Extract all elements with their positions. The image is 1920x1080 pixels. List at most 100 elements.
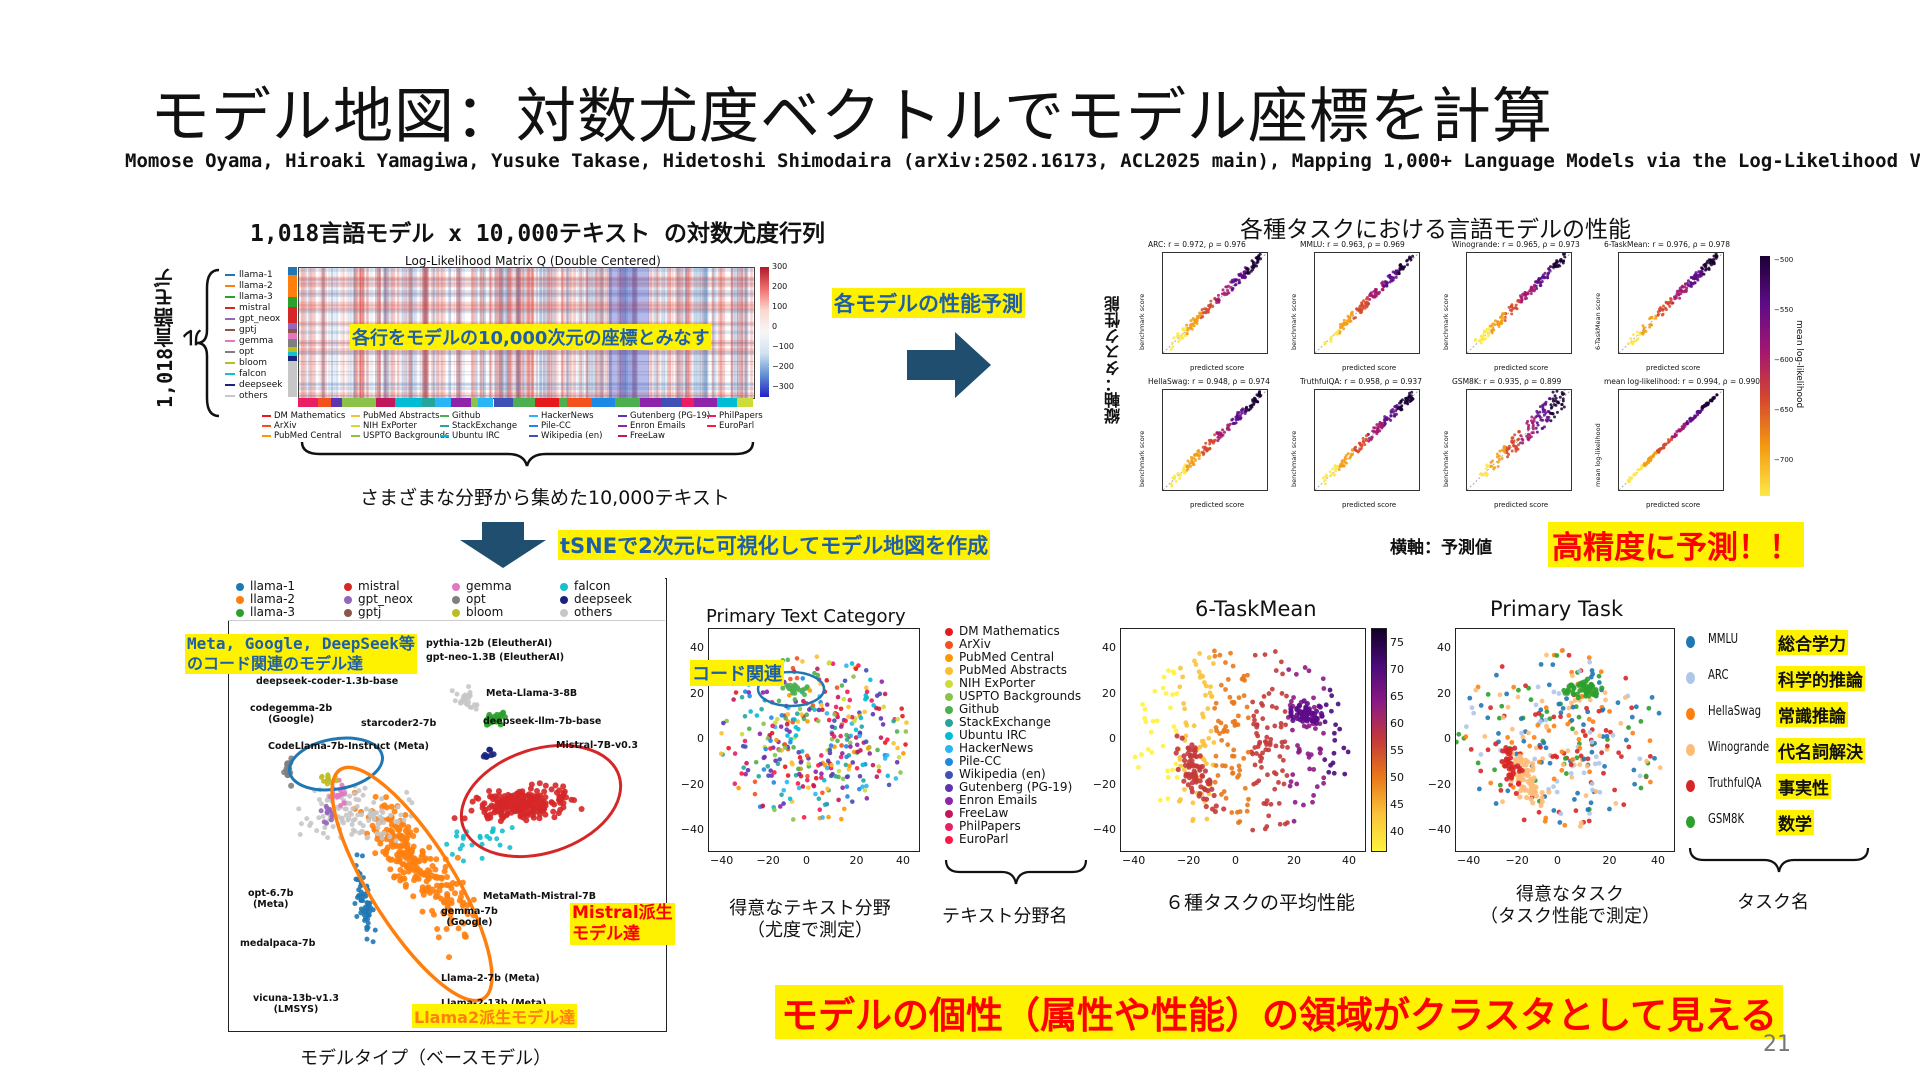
map-point <box>497 721 504 728</box>
map-point <box>402 883 409 890</box>
perf-point <box>1329 340 1333 344</box>
perf-point <box>1380 426 1384 430</box>
legend-swatch <box>225 284 235 287</box>
map-point <box>1596 708 1602 714</box>
primary-task-plot <box>1456 647 1663 829</box>
perf-panel-axes <box>1162 252 1268 354</box>
perf-point <box>1177 340 1181 344</box>
perf-point <box>1171 476 1175 480</box>
map-point <box>1272 786 1278 792</box>
perf-point <box>1410 397 1414 401</box>
perf-panel-ylabel: benchmark score <box>1138 430 1146 487</box>
perf-point <box>1495 455 1499 459</box>
map-point <box>766 773 771 778</box>
map-point <box>536 811 543 818</box>
perf-point <box>1213 433 1217 437</box>
perf-point <box>1230 288 1234 292</box>
map-point <box>558 795 565 802</box>
map-point <box>1463 724 1469 730</box>
map-point <box>1582 733 1588 739</box>
strip-seg <box>639 398 663 407</box>
map-point <box>1469 705 1475 711</box>
map-point <box>1263 747 1269 753</box>
perf-point <box>1217 300 1221 304</box>
map-point <box>1509 726 1515 732</box>
perf-point <box>1388 275 1392 279</box>
map-point <box>1273 771 1279 777</box>
map-point <box>864 796 870 801</box>
map-point <box>759 706 764 712</box>
perf-point <box>1541 410 1545 414</box>
map-point <box>1197 791 1203 797</box>
map-point <box>1568 770 1574 776</box>
map-point <box>1283 722 1288 728</box>
perf-point <box>1193 453 1197 457</box>
map-point <box>396 832 403 839</box>
map-point <box>1236 763 1242 769</box>
map-point <box>1476 786 1482 792</box>
perf-point <box>1399 263 1403 267</box>
map-point <box>896 755 902 760</box>
map-point <box>1188 772 1195 778</box>
task-legend-name: GSM8K <box>1708 812 1745 827</box>
legend-dot <box>452 608 460 617</box>
strip-seg <box>559 398 567 407</box>
perf-point <box>1703 263 1707 267</box>
perf-point <box>1342 327 1346 331</box>
map-point <box>1288 708 1294 714</box>
map-point <box>1241 755 1247 761</box>
map-point <box>828 743 834 748</box>
task-legend-name: MMLU <box>1708 632 1739 647</box>
map-point <box>1562 822 1568 828</box>
perf-point <box>1197 454 1201 458</box>
map-point <box>843 762 849 768</box>
map-point <box>880 722 886 727</box>
perf-point <box>1236 411 1240 415</box>
map-point <box>1304 711 1311 717</box>
map-point <box>1580 728 1586 734</box>
strip-seg <box>288 352 297 356</box>
perf-panel-xlabel: predicted score <box>1190 501 1245 509</box>
perf-point <box>1216 293 1220 297</box>
map-point <box>1314 784 1320 790</box>
map-point <box>787 729 792 734</box>
map-point <box>864 689 870 695</box>
perf-point <box>1694 276 1698 280</box>
map-point <box>753 759 759 765</box>
perf-point <box>1323 478 1327 482</box>
map-point <box>1196 669 1202 675</box>
map-point <box>772 807 777 813</box>
map-point <box>395 826 402 833</box>
legend-label: opt <box>466 592 486 606</box>
primary-task-caption: 得意なタスク （タスク性能で測定） <box>1480 884 1660 927</box>
map-point <box>1593 789 1599 794</box>
perf-point <box>1243 275 1247 279</box>
perf-point <box>1485 474 1489 478</box>
map-point <box>1468 746 1474 752</box>
map-point <box>1554 653 1560 658</box>
perf-point <box>1361 437 1365 441</box>
map-point <box>748 709 753 714</box>
map-point <box>325 835 331 841</box>
legend-label: others <box>239 391 268 401</box>
legend-swatch <box>618 414 627 417</box>
map-point <box>419 908 426 915</box>
perf-panel: GSM8K: r = 0.935, ρ = 0.899 benchmark sco… <box>1442 377 1592 512</box>
map-point <box>788 676 793 682</box>
map-point <box>433 856 440 863</box>
legend-dot <box>945 757 953 766</box>
taskmean-frame <box>1120 628 1366 852</box>
perf-point <box>1529 435 1533 439</box>
perf-point <box>1208 439 1212 443</box>
map-point <box>1182 706 1188 712</box>
perf-point <box>1523 291 1527 295</box>
map-point <box>1328 708 1334 714</box>
map-point <box>1188 785 1195 791</box>
perf-heading: 各種タスクにおける言語モデルの性能 <box>1240 217 1631 243</box>
map-point <box>1528 697 1534 703</box>
map-point <box>791 745 796 750</box>
map-point <box>1317 750 1323 756</box>
perf-point <box>1191 322 1195 326</box>
map-point <box>739 771 744 776</box>
perf-point <box>1394 275 1398 279</box>
